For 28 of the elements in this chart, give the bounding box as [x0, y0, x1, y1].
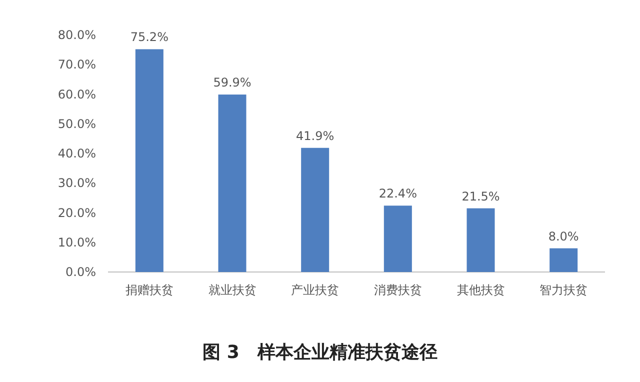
- x-tick-label: 其他扶贫: [456, 283, 505, 297]
- text: 图 3 样本企业精准扶贫途径: [202, 342, 438, 363]
- x-tick-label: 就业扶贫: [208, 283, 256, 297]
- data-label: 22.4%: [378, 186, 417, 201]
- data-label: 8.0%: [548, 229, 579, 244]
- bar: [218, 94, 246, 272]
- bar: [550, 248, 578, 272]
- y-tick-label: 0.0%: [66, 265, 96, 279]
- data-label: 41.9%: [296, 128, 334, 143]
- bar: [384, 206, 412, 272]
- data-label: 75.2%: [130, 30, 168, 44]
- y-tick-label: 30.0%: [58, 176, 96, 190]
- y-tick-label: 10.0%: [58, 235, 96, 250]
- y-tick-label: 50.0%: [58, 116, 96, 131]
- y-tick-label: 40.0%: [58, 146, 96, 160]
- bar: [135, 49, 164, 272]
- x-tick-label: 消费扶贫: [374, 283, 422, 297]
- x-tick-label: 捐赠扶贫: [125, 283, 174, 297]
- data-label: 59.9%: [213, 76, 252, 90]
- x-tick-label: 智力扶贫: [540, 283, 588, 297]
- y-tick-label: 20.0%: [58, 206, 96, 220]
- y-tick-label: 70.0%: [58, 58, 96, 72]
- x-tick-label: 产业扶贫: [291, 283, 340, 297]
- data-label: 21.5%: [462, 189, 500, 204]
- bar: [466, 208, 495, 272]
- y-tick-label: 60.0%: [58, 87, 96, 102]
- bar: [301, 148, 330, 272]
- y-tick-label: 80.0%: [58, 28, 96, 42]
